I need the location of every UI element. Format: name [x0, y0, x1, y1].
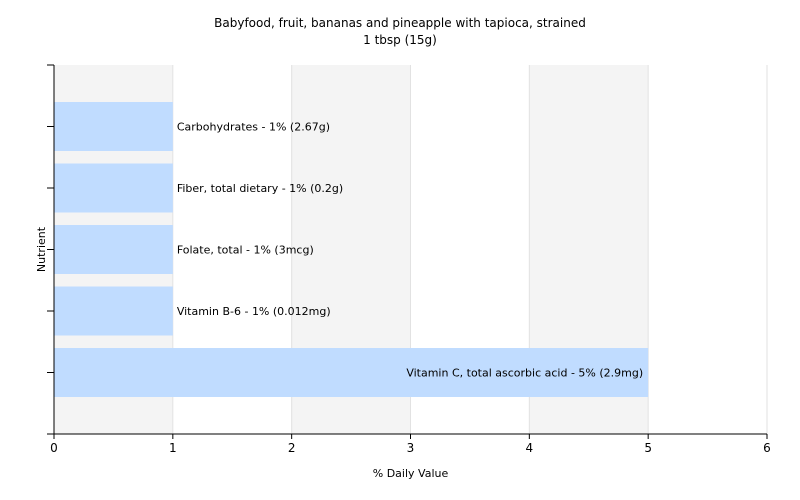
plot-band	[648, 65, 767, 434]
chart-subtitle: 1 tbsp (15g)	[363, 33, 437, 47]
x-tick-label: 0	[50, 441, 58, 455]
x-tick-label: 5	[644, 441, 652, 455]
axes-group	[47, 64, 768, 439]
bar-label: Carbohydrates - 1% (2.67g)	[177, 121, 330, 134]
bar	[54, 348, 649, 397]
x-tick-label: 6	[763, 441, 771, 455]
chart-title-block: Babyfood, fruit, bananas and pineapple w…	[0, 15, 800, 49]
bar-label: Folate, total - 1% (3mcg)	[177, 244, 314, 257]
bar	[54, 102, 173, 151]
x-tick-labels: 0 1 2 3 4 5 6	[50, 441, 771, 455]
x-axis-title: % Daily Value	[373, 467, 449, 480]
x-tick-label: 3	[407, 441, 415, 455]
bar-label: Fiber, total dietary - 1% (0.2g)	[177, 182, 343, 195]
x-tick-label: 4	[526, 441, 534, 455]
x-tick-label: 1	[169, 441, 177, 455]
chart-title: Babyfood, fruit, bananas and pineapple w…	[214, 16, 586, 30]
x-tick-label: 2	[288, 441, 296, 455]
bars-group: Carbohydrates - 1% (2.67g) Fiber, total d…	[54, 102, 649, 397]
bar	[54, 163, 173, 213]
bar	[54, 225, 173, 274]
bar-label: Vitamin C, total ascorbic acid - 5% (2.9…	[406, 367, 643, 380]
bar-label: Vitamin B-6 - 1% (0.012mg)	[177, 305, 331, 318]
bar	[54, 286, 173, 336]
y-axis-title: Nutrient	[35, 226, 48, 272]
